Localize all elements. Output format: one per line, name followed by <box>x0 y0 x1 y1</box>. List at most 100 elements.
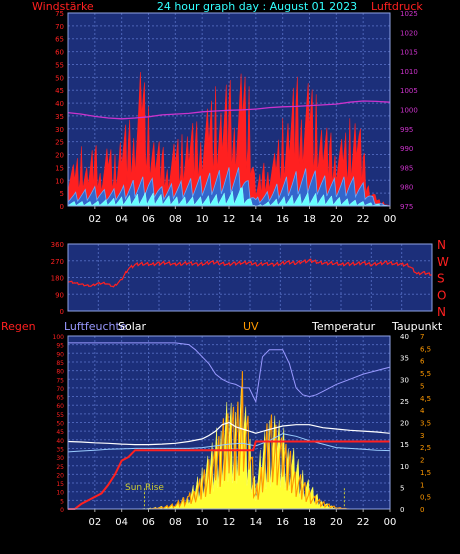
temperature-line <box>67 421 391 446</box>
uv-y-tick-label: 2,5 <box>420 444 431 452</box>
wind-y-tick-label: 55 <box>55 61 64 69</box>
humidity-line <box>68 342 391 404</box>
wind-mean-area <box>67 167 391 207</box>
x-tick-label-14: 14 <box>249 517 262 528</box>
uv-label: UV <box>243 320 259 333</box>
uv-y-tick-label: 4 <box>420 407 425 415</box>
uv-y-tick-label: 6,5 <box>420 345 431 353</box>
uv-y-tick-label: 1,5 <box>420 469 431 477</box>
x-tick-label-08: 08 <box>169 517 182 528</box>
uv-y-tick-label: 7 <box>420 333 424 341</box>
x-tick-label-04: 04 <box>115 517 128 528</box>
direction-y-tick-label: 180 <box>51 275 64 283</box>
x-tick-label-18: 18 <box>303 517 316 528</box>
pressure-y-tick-label: 980 <box>400 184 413 192</box>
uv-line <box>135 371 350 510</box>
rain-y-tick-label: 85 <box>56 360 64 367</box>
direction-y-tick-label: 0 <box>60 308 64 316</box>
rain-y-tick-label: 40 <box>56 438 64 445</box>
rain-y-tick-label: 5 <box>60 498 64 505</box>
luftdruck-label: Luftdruck <box>371 0 423 13</box>
pressure-y-tick-label: 1020 <box>400 29 418 37</box>
x-tick-label-04: 04 <box>115 214 128 225</box>
direction-label-S: S <box>437 272 445 286</box>
wind-direction-line <box>67 258 433 288</box>
rain-y-tick-label: 80 <box>56 369 64 376</box>
pressure-y-tick-label: 1005 <box>400 87 418 95</box>
rain-y-tick-label: 45 <box>56 429 64 436</box>
uv-y-tick-label: 5,5 <box>420 370 431 378</box>
temperature-y-tick-label: 25 <box>400 398 409 406</box>
rain-y-tick-label: 60 <box>56 403 64 410</box>
pressure-y-tick-label: 995 <box>400 126 413 134</box>
temperature-y-tick-label: 35 <box>400 355 409 363</box>
rain-y-tick-label: 100 <box>53 334 65 341</box>
luftfeuchte-label: Luftfeuchte <box>64 320 127 333</box>
uv-y-tick-label: 0 <box>420 506 424 514</box>
wind-y-tick-label: 20 <box>55 152 64 160</box>
direction-y-tick-label: 360 <box>51 241 64 249</box>
x-tick-label-22: 22 <box>357 214 370 225</box>
temperature-y-tick-label: 10 <box>400 463 409 471</box>
dewpoint-line <box>67 433 391 453</box>
wind-y-tick-label: 65 <box>55 36 64 44</box>
x-tick-label-14: 14 <box>249 214 262 225</box>
pressure-y-tick-label: 990 <box>400 145 413 153</box>
pressure-y-tick-label: 1010 <box>400 68 418 76</box>
uv-y-tick-label: 6 <box>420 358 425 366</box>
rain-y-tick-label: 20 <box>56 472 64 479</box>
wind-y-tick-label: 50 <box>55 74 64 82</box>
rain-y-tick-label: 25 <box>56 464 64 471</box>
x-tick-label-10: 10 <box>196 214 209 225</box>
x-tick-label-12: 12 <box>223 517 236 528</box>
rain-y-tick-label: 50 <box>56 421 64 428</box>
rain-y-tick-label: 15 <box>56 481 64 488</box>
rain-y-tick-label: 0 <box>60 507 64 514</box>
x-tick-label-06: 06 <box>142 214 155 225</box>
direction-label-N: N <box>437 305 446 319</box>
direction-label-N: N <box>437 238 446 252</box>
wind-y-tick-label: 5 <box>60 190 64 198</box>
x-tick-label-00: 00 <box>384 517 397 528</box>
x-tick-label-22: 22 <box>357 517 370 528</box>
rain-line <box>68 440 390 510</box>
wind-y-tick-label: 70 <box>55 23 64 31</box>
direction-panel-border <box>67 243 433 312</box>
temperature-y-tick-label: 0 <box>400 506 404 514</box>
direction-label-W: W <box>437 255 449 269</box>
temperature-y-tick-label: 5 <box>400 484 404 492</box>
wind-y-tick-label: 60 <box>55 49 64 57</box>
temperatur-label: Temperatur <box>311 320 376 333</box>
pressure-line <box>67 100 391 120</box>
wind-y-tick-label: 35 <box>55 113 64 121</box>
rain-y-tick-label: 75 <box>56 377 64 384</box>
x-tick-label-16: 16 <box>276 214 289 225</box>
rain-y-tick-label: 10 <box>56 490 64 497</box>
wind-y-tick-label: 15 <box>55 164 64 172</box>
temperature-y-tick-label: 30 <box>400 376 409 384</box>
rain-y-tick-label: 55 <box>56 412 64 419</box>
temperature-y-tick-label: 40 <box>400 333 409 341</box>
rain-y-tick-label: 65 <box>56 395 64 402</box>
x-tick-label-08: 08 <box>169 214 182 225</box>
wind-y-tick-label: 45 <box>55 87 64 95</box>
x-tick-label-12: 12 <box>223 214 236 225</box>
rain-y-tick-label: 35 <box>56 446 64 453</box>
pressure-y-tick-label: 975 <box>400 203 413 211</box>
x-tick-label-16: 16 <box>276 517 289 528</box>
taupunkt-label: Taupunkt <box>391 320 443 333</box>
sun-rise-label: Sun Rise <box>125 483 164 493</box>
x-tick-label-02: 02 <box>88 214 101 225</box>
uv-y-tick-label: 2 <box>420 457 424 465</box>
wind-y-tick-label: 10 <box>55 177 64 185</box>
x-tick-label-02: 02 <box>88 517 101 528</box>
windstaerke-label: Windstärke <box>32 0 94 13</box>
x-tick-label-00: 00 <box>384 214 397 225</box>
graph-title: 24 hour graph day : August 01 2023 <box>157 0 357 13</box>
x-tick-label-20: 20 <box>330 517 343 528</box>
wind-y-tick-label: 25 <box>55 139 64 147</box>
rain-y-tick-label: 90 <box>56 351 64 358</box>
x-tick-label-10: 10 <box>196 517 209 528</box>
wind-y-tick-label: 0 <box>60 203 64 211</box>
pressure-y-tick-label: 1025 <box>400 10 418 18</box>
